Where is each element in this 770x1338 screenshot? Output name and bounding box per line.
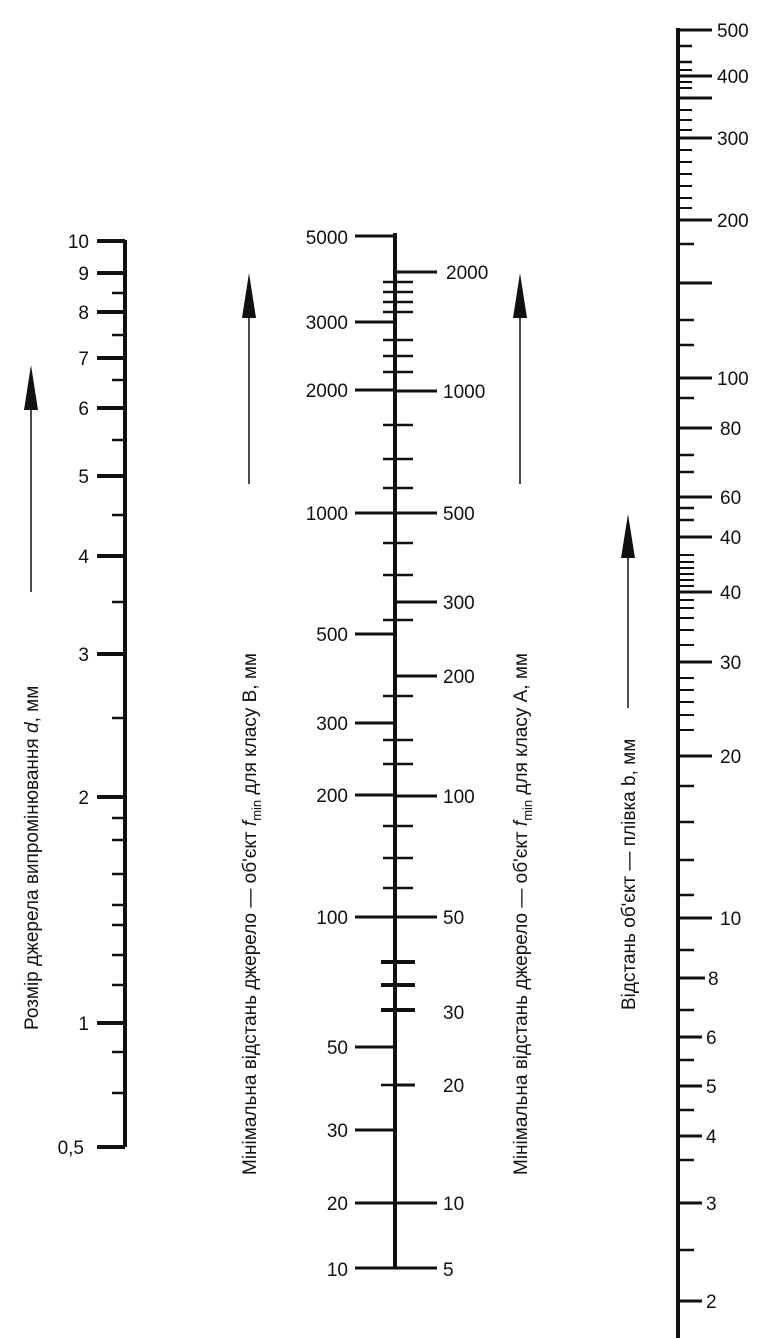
tick-label: 40 xyxy=(720,583,741,604)
tick-label: 200 xyxy=(443,667,475,688)
tick-label: 30 xyxy=(327,1121,348,1142)
axis-label-unit: , мм xyxy=(22,686,43,723)
tick-label: 40 xyxy=(720,528,741,549)
tick-label: 2 xyxy=(706,1292,717,1313)
tick-label: 4 xyxy=(78,547,89,568)
tick-label: 100 xyxy=(717,369,749,390)
tick-label: 200 xyxy=(717,211,749,232)
axis-label-unit: для класу В, мм xyxy=(240,653,261,800)
axis-label-unit: для класу А, мм xyxy=(511,653,532,800)
tick-label: 20 xyxy=(720,747,741,768)
tick-label: 50 xyxy=(443,908,464,929)
tick-label: 500 xyxy=(443,504,475,525)
axis-label-d: Розмір джерела випромінювання d, мм xyxy=(22,686,43,1030)
tick-label: 20 xyxy=(327,1194,348,1215)
tick-label: 1 xyxy=(78,1014,89,1035)
tick-label: 0,5 xyxy=(58,1138,84,1159)
tick-label: 2 xyxy=(78,788,89,809)
tick-label: 9 xyxy=(78,264,89,285)
tick-label: 2000 xyxy=(446,263,488,284)
axis-label-subscript: min xyxy=(520,800,535,821)
tick-label: 400 xyxy=(717,67,749,88)
tick-label: 500 xyxy=(316,625,348,646)
tick-label: 100 xyxy=(316,908,348,929)
tick-label: 1000 xyxy=(443,382,485,403)
tick-label: 10 xyxy=(68,232,89,253)
tick-label: 5 xyxy=(443,1260,454,1281)
tick-label: 300 xyxy=(717,129,749,150)
tick-label: 50 xyxy=(327,1038,348,1059)
tick-label: 7 xyxy=(78,349,89,370)
tick-label: 6 xyxy=(706,1028,717,1049)
tick-label: 10 xyxy=(443,1194,464,1215)
arrow-up-icon xyxy=(242,273,256,484)
scale-d: 10 9 8 7 6 5 4 3 2 1 0,5 Розмір джерела … xyxy=(22,232,127,1159)
tick-label: 10 xyxy=(327,1260,348,1281)
axis-label-fmin-a: Мінімальна відстань джерело — об'єкт fmi… xyxy=(511,653,535,1175)
tick-label: 8 xyxy=(708,969,719,990)
tick-label: 30 xyxy=(720,653,741,674)
tick-label: 2000 xyxy=(306,381,348,402)
tick-label: 200 xyxy=(316,786,348,807)
tick-label: 30 xyxy=(443,1003,464,1024)
tick-label: 3 xyxy=(706,1194,717,1215)
tick-label: 10 xyxy=(720,909,741,930)
tick-label: 300 xyxy=(316,714,348,735)
axis-label-variable: f xyxy=(240,819,261,826)
axis-label-text: Мінімальна відстань джерело — об'єкт xyxy=(240,826,261,1175)
scale-b: 500 400 300 200 100 80 60 40 40 30 20 10… xyxy=(619,21,749,1338)
tick-label: 300 xyxy=(443,593,475,614)
axis-label-text: Розмір джерела випромінювання xyxy=(22,733,43,1030)
tick-label: 3000 xyxy=(306,313,348,334)
tick-label: 1000 xyxy=(306,504,348,525)
tick-label: 500 xyxy=(717,21,749,42)
tick-label: 6 xyxy=(78,399,89,420)
arrow-up-icon xyxy=(24,365,38,592)
arrow-up-icon xyxy=(513,273,527,484)
axis-label-text: Мінімальна відстань джерело — об'єкт xyxy=(511,826,532,1175)
scale-fmin: 5000 3000 2000 1000 500 300 200 100 50 3… xyxy=(240,228,535,1281)
tick-label: 8 xyxy=(78,303,89,324)
tick-label: 20 xyxy=(443,1076,464,1097)
tick-label: 80 xyxy=(720,419,741,440)
tick-label: 5 xyxy=(706,1077,717,1098)
axis-label-subscript: min xyxy=(249,800,264,821)
tick-label: 60 xyxy=(720,488,741,509)
tick-label: 4 xyxy=(706,1127,717,1148)
axis-label-variable: f xyxy=(511,819,532,826)
axis-label-variable: d xyxy=(22,721,43,733)
axis-label-b: Відстань об'єкт — плівка b, мм xyxy=(619,739,640,1010)
tick-label: 3 xyxy=(78,645,89,666)
tick-label: 5 xyxy=(78,467,89,488)
tick-label: 100 xyxy=(443,787,475,808)
arrow-up-icon xyxy=(621,514,635,708)
axis-label-fmin-b: Мінімальна відстань джерело — об'єкт fmi… xyxy=(240,653,264,1175)
tick-label: 5000 xyxy=(306,228,348,249)
